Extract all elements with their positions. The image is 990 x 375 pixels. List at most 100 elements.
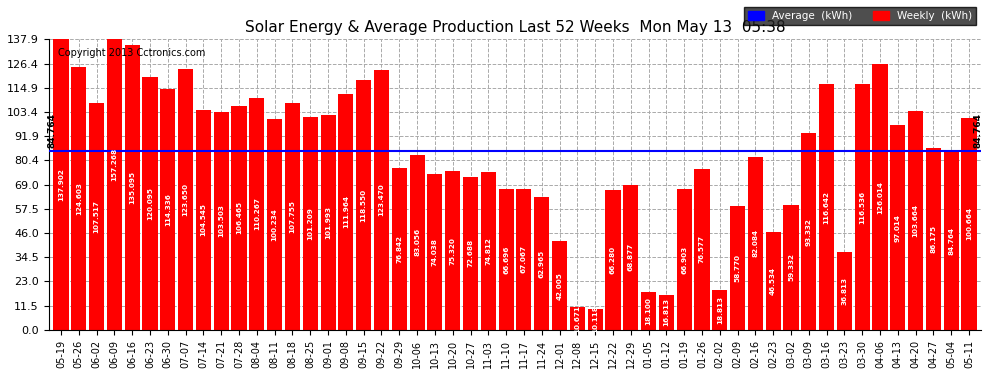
Text: 107.517: 107.517 xyxy=(94,200,100,233)
Text: 66.696: 66.696 xyxy=(503,246,509,274)
Bar xyxy=(428,174,443,330)
Text: 111.964: 111.964 xyxy=(343,195,348,228)
Bar xyxy=(107,0,122,330)
Text: 10.671: 10.671 xyxy=(574,305,580,333)
Bar xyxy=(303,117,318,330)
Bar xyxy=(356,80,371,330)
Text: 116.536: 116.536 xyxy=(859,190,865,224)
Bar xyxy=(588,309,603,330)
Bar xyxy=(339,94,353,330)
Bar xyxy=(178,69,193,330)
Text: 74.038: 74.038 xyxy=(432,238,438,266)
Text: 66.903: 66.903 xyxy=(681,245,687,273)
Bar xyxy=(605,190,621,330)
Text: 59.332: 59.332 xyxy=(788,254,794,281)
Text: 114.336: 114.336 xyxy=(164,193,171,226)
Bar xyxy=(658,294,674,330)
Text: 123.650: 123.650 xyxy=(182,183,189,216)
Bar xyxy=(374,70,389,330)
Bar xyxy=(321,115,336,330)
Bar xyxy=(535,197,549,330)
Bar xyxy=(53,39,68,330)
Legend: Average  (kWh), Weekly  (kWh): Average (kWh), Weekly (kWh) xyxy=(743,7,976,25)
Text: 126.014: 126.014 xyxy=(877,181,883,214)
Bar xyxy=(676,189,692,330)
Text: 101.209: 101.209 xyxy=(307,207,313,240)
Text: 16.813: 16.813 xyxy=(663,298,669,326)
Bar xyxy=(819,84,835,330)
Bar xyxy=(196,110,211,330)
Bar xyxy=(837,252,852,330)
Bar xyxy=(854,84,870,330)
Bar xyxy=(89,104,104,330)
Text: 110.267: 110.267 xyxy=(253,197,259,230)
Bar xyxy=(446,171,460,330)
Text: 123.470: 123.470 xyxy=(378,183,384,216)
Bar xyxy=(765,232,781,330)
Text: Copyright 2013 Cctronics.com: Copyright 2013 Cctronics.com xyxy=(57,48,205,58)
Text: 157.268: 157.268 xyxy=(112,148,118,181)
Text: 93.332: 93.332 xyxy=(806,217,812,246)
Text: 83.056: 83.056 xyxy=(414,228,420,256)
Text: 100.664: 100.664 xyxy=(966,207,972,240)
Text: 84.764: 84.764 xyxy=(48,113,56,148)
Bar xyxy=(267,118,282,330)
Bar xyxy=(214,112,229,330)
Bar xyxy=(499,189,514,330)
Bar xyxy=(232,105,247,330)
Text: 67.067: 67.067 xyxy=(521,245,527,273)
Bar xyxy=(143,77,157,330)
Title: Solar Energy & Average Production Last 52 Weeks  Mon May 13  05:38: Solar Energy & Average Production Last 5… xyxy=(245,20,785,35)
Bar xyxy=(552,242,567,330)
Text: 135.095: 135.095 xyxy=(130,171,136,204)
Bar xyxy=(943,151,958,330)
Bar xyxy=(926,148,940,330)
Text: 75.320: 75.320 xyxy=(449,237,455,264)
Text: 58.770: 58.770 xyxy=(735,254,741,282)
Text: 66.280: 66.280 xyxy=(610,246,616,274)
Text: 100.234: 100.234 xyxy=(271,208,277,241)
Text: 118.550: 118.550 xyxy=(360,189,366,222)
Bar xyxy=(570,308,585,330)
Bar xyxy=(285,103,300,330)
Text: 106.465: 106.465 xyxy=(236,201,242,234)
Text: 68.877: 68.877 xyxy=(628,243,634,272)
Bar xyxy=(694,168,710,330)
Text: 18.100: 18.100 xyxy=(645,297,651,325)
Text: 76.577: 76.577 xyxy=(699,235,705,263)
Bar xyxy=(961,118,976,330)
Bar xyxy=(730,206,745,330)
Text: 86.175: 86.175 xyxy=(931,225,937,253)
Text: 84.764: 84.764 xyxy=(973,113,982,148)
Text: 104.545: 104.545 xyxy=(200,203,207,236)
Bar xyxy=(410,155,425,330)
Bar xyxy=(801,133,817,330)
Text: 36.813: 36.813 xyxy=(842,277,847,305)
Text: 84.764: 84.764 xyxy=(948,226,954,255)
Bar xyxy=(481,172,496,330)
Text: 10.118: 10.118 xyxy=(592,305,598,333)
Bar xyxy=(908,111,924,330)
Text: 116.642: 116.642 xyxy=(824,190,830,224)
Bar xyxy=(890,126,906,330)
Text: 18.813: 18.813 xyxy=(717,296,723,324)
Text: 101.993: 101.993 xyxy=(325,206,331,239)
Text: 76.842: 76.842 xyxy=(396,235,402,263)
Text: 124.603: 124.603 xyxy=(76,182,82,215)
Bar xyxy=(463,177,478,330)
Text: 82.084: 82.084 xyxy=(752,230,758,258)
Bar xyxy=(872,64,888,330)
Bar xyxy=(517,189,532,330)
Bar xyxy=(71,67,86,330)
Bar xyxy=(623,185,639,330)
Text: 72.688: 72.688 xyxy=(467,239,473,267)
Bar xyxy=(125,45,140,330)
Bar xyxy=(747,157,763,330)
Text: 103.503: 103.503 xyxy=(218,204,225,237)
Text: 120.095: 120.095 xyxy=(148,187,153,220)
Bar xyxy=(641,292,656,330)
Bar xyxy=(392,168,407,330)
Bar xyxy=(783,205,799,330)
Text: 103.664: 103.664 xyxy=(913,204,919,237)
Bar xyxy=(712,290,728,330)
